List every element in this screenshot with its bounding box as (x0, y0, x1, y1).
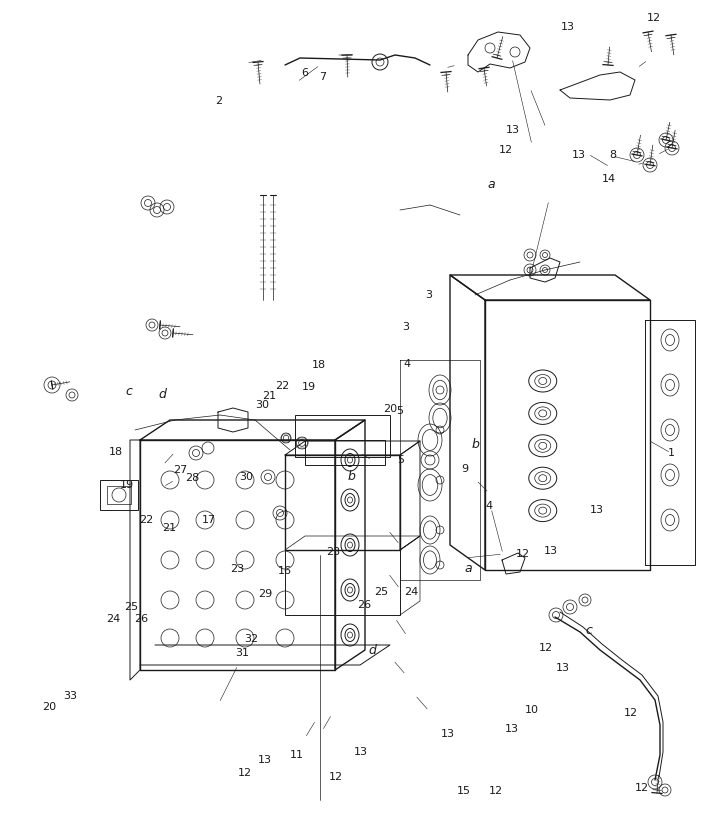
Text: 17: 17 (202, 515, 216, 525)
Text: c: c (585, 624, 592, 637)
Bar (285, 550, 400, 615)
Text: 22: 22 (139, 515, 153, 525)
Text: 13: 13 (441, 729, 455, 739)
Text: 12: 12 (647, 13, 661, 23)
Text: 31: 31 (235, 648, 250, 657)
Text: 12: 12 (634, 783, 649, 793)
Text: 12: 12 (329, 772, 343, 782)
Text: 27: 27 (173, 465, 187, 475)
Text: 13: 13 (589, 505, 603, 515)
Text: 23: 23 (326, 547, 340, 557)
Text: 21: 21 (162, 523, 176, 533)
Text: c: c (125, 385, 133, 398)
Bar (305, 440, 385, 465)
Text: 1: 1 (668, 448, 675, 458)
Text: 30: 30 (255, 400, 269, 410)
Text: 4: 4 (404, 359, 411, 369)
Text: 13: 13 (561, 22, 575, 32)
Text: 2: 2 (215, 96, 222, 106)
Text: 12: 12 (499, 145, 513, 155)
Text: 16: 16 (278, 566, 292, 576)
Text: 25: 25 (124, 602, 138, 612)
Text: 8: 8 (609, 151, 616, 160)
Text: d: d (159, 388, 167, 401)
Text: b: b (348, 470, 356, 483)
Text: 13: 13 (354, 747, 368, 757)
Text: 18: 18 (109, 447, 123, 457)
Text: 23: 23 (230, 564, 244, 574)
Text: 12: 12 (238, 768, 252, 778)
Text: d: d (368, 644, 376, 657)
Text: 13: 13 (544, 546, 558, 556)
Text: 26: 26 (134, 614, 148, 624)
Text: 12: 12 (516, 549, 530, 559)
Text: 13: 13 (572, 150, 586, 160)
Text: 4: 4 (486, 501, 493, 511)
Text: 25: 25 (374, 587, 388, 597)
Text: 18: 18 (312, 360, 326, 370)
Text: 20: 20 (42, 702, 56, 712)
Text: 10: 10 (525, 705, 539, 715)
Text: 22: 22 (275, 381, 289, 391)
Text: 29: 29 (258, 589, 272, 599)
Text: 13: 13 (556, 663, 570, 673)
Text: 19: 19 (120, 480, 134, 490)
Text: 19: 19 (302, 382, 316, 392)
Text: 12: 12 (539, 643, 553, 653)
Text: 13: 13 (505, 724, 519, 734)
Text: 9: 9 (461, 464, 468, 474)
Text: 24: 24 (106, 614, 121, 624)
Text: 13: 13 (258, 755, 272, 765)
Text: 6: 6 (301, 68, 308, 78)
Text: 20: 20 (384, 404, 398, 414)
Text: b: b (471, 437, 479, 451)
Text: 3: 3 (425, 290, 432, 300)
Text: 7: 7 (319, 72, 326, 82)
Text: 30: 30 (239, 472, 253, 482)
Text: 15: 15 (457, 786, 471, 796)
Text: 13: 13 (506, 125, 520, 135)
Text: a: a (465, 562, 472, 575)
Text: a: a (488, 178, 495, 191)
Text: 32: 32 (244, 634, 258, 644)
Text: 26: 26 (357, 600, 371, 610)
Text: 14: 14 (602, 174, 616, 184)
Bar (100, 480, 138, 510)
Text: 12: 12 (624, 708, 638, 718)
Text: 12: 12 (489, 786, 503, 796)
Text: 11: 11 (290, 750, 304, 760)
Text: 21: 21 (262, 391, 276, 401)
Bar (107, 486, 131, 504)
Text: 3: 3 (402, 322, 409, 332)
Text: 5: 5 (396, 406, 403, 416)
Text: 28: 28 (185, 473, 199, 483)
Text: 24: 24 (405, 587, 419, 597)
Bar (295, 415, 390, 457)
Text: 33: 33 (63, 691, 77, 701)
Text: 5: 5 (397, 455, 404, 465)
